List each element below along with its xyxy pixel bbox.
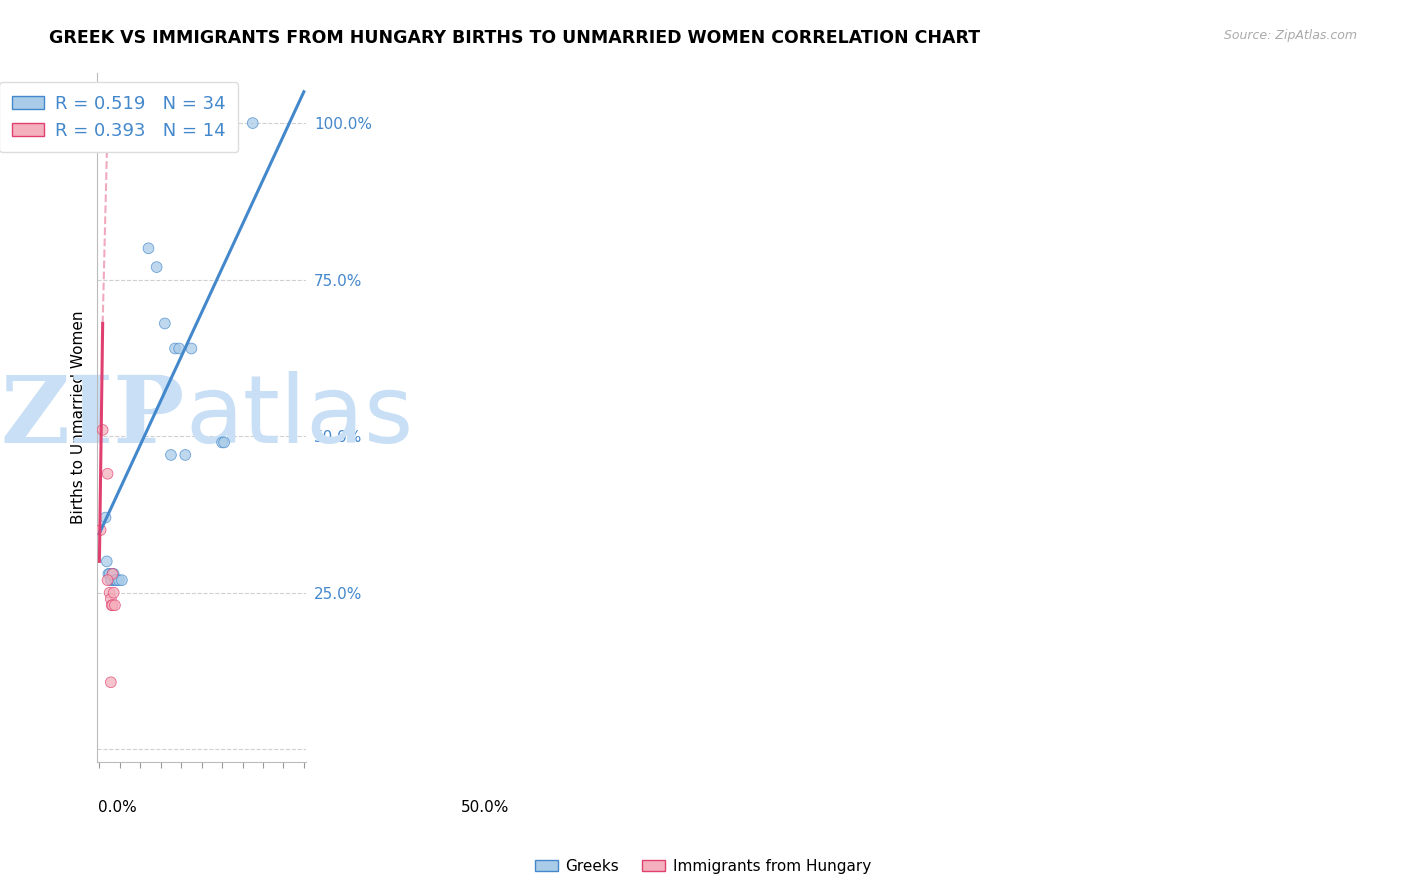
Text: ZIP: ZIP <box>0 372 186 462</box>
Point <box>104 599 127 613</box>
Point <box>103 585 125 599</box>
Point <box>96 554 118 568</box>
Point <box>167 342 190 356</box>
Point <box>101 599 124 613</box>
Point <box>111 116 134 130</box>
Point <box>98 585 121 599</box>
Point <box>101 566 124 581</box>
Point <box>97 467 120 481</box>
Point <box>98 116 121 130</box>
Point <box>100 573 122 587</box>
Point <box>100 116 122 130</box>
Text: 0.0%: 0.0% <box>98 799 136 814</box>
Point <box>100 591 122 606</box>
Point <box>121 116 143 130</box>
Point <box>160 448 183 462</box>
Text: atlas: atlas <box>186 371 413 463</box>
Point <box>104 573 127 587</box>
Text: 50.0%: 50.0% <box>461 799 509 814</box>
Point <box>145 260 167 274</box>
Legend: Greeks, Immigrants from Hungary: Greeks, Immigrants from Hungary <box>529 853 877 880</box>
Point <box>97 566 120 581</box>
Legend: R = 0.519   N = 34, R = 0.393   N = 14: R = 0.519 N = 34, R = 0.393 N = 14 <box>0 82 239 153</box>
Point <box>212 435 235 450</box>
Point <box>105 573 128 587</box>
Point <box>103 116 125 130</box>
Point <box>100 599 122 613</box>
Point <box>108 116 131 130</box>
Point <box>242 116 264 130</box>
Point <box>94 510 117 524</box>
Point <box>174 448 197 462</box>
Point <box>90 116 112 130</box>
Point <box>127 116 149 130</box>
Point <box>98 566 121 581</box>
Point <box>90 116 112 130</box>
Point <box>111 573 134 587</box>
Text: Source: ZipAtlas.com: Source: ZipAtlas.com <box>1223 29 1357 42</box>
Point <box>103 566 125 581</box>
Point <box>163 342 186 356</box>
Point <box>180 342 202 356</box>
Point <box>211 435 233 450</box>
Point <box>104 573 127 587</box>
Point <box>153 317 176 331</box>
Point <box>104 116 127 130</box>
Point <box>100 573 122 587</box>
Point <box>138 241 160 255</box>
Point <box>108 573 131 587</box>
Point <box>97 573 120 587</box>
Y-axis label: Births to Unmarried Women: Births to Unmarried Women <box>72 310 86 524</box>
Text: GREEK VS IMMIGRANTS FROM HUNGARY BIRTHS TO UNMARRIED WOMEN CORRELATION CHART: GREEK VS IMMIGRANTS FROM HUNGARY BIRTHS … <box>49 29 980 46</box>
Point <box>91 423 114 437</box>
Point <box>100 675 122 690</box>
Point <box>90 523 112 537</box>
Point <box>93 116 115 130</box>
Point <box>101 566 124 581</box>
Point <box>93 116 115 130</box>
